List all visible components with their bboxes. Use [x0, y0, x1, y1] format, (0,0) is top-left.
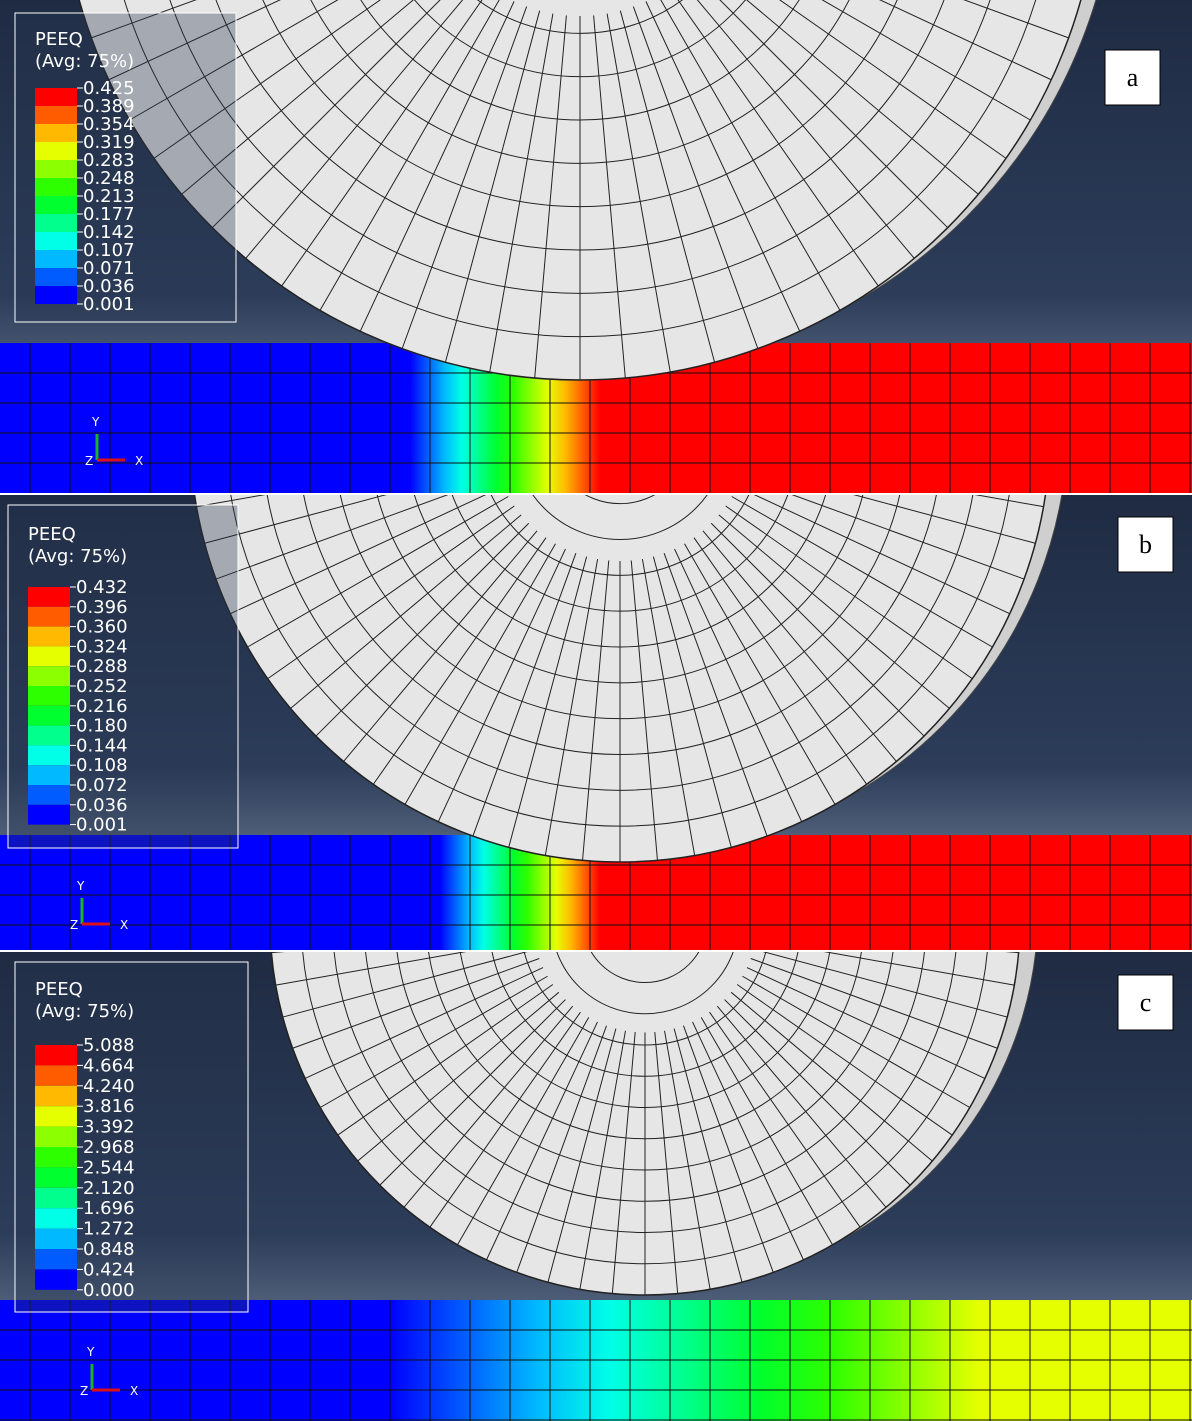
legend-value: 4.664: [83, 1055, 135, 1076]
panel-label: c: [1140, 988, 1152, 1017]
panel-gap: [0, 950, 1192, 952]
legend-swatch: [35, 160, 77, 178]
triad-label: X: [120, 918, 128, 932]
legend-swatch: [35, 1106, 77, 1126]
legend-swatch: [35, 232, 77, 250]
legend-swatch: [28, 785, 70, 805]
legend-swatch: [35, 1045, 77, 1065]
legend-value: 1.272: [83, 1219, 135, 1240]
legend-swatch: [35, 1167, 77, 1187]
legend-title: PEEQ: [35, 979, 83, 1000]
legend-swatch: [28, 607, 70, 627]
page: PEEQ(Avg: 75%)0.4250.3890.3540.3190.2830…: [0, 0, 1192, 1421]
legend-value: 3.392: [83, 1117, 135, 1138]
legend-value: 1.696: [83, 1198, 135, 1219]
legend-value: 2.120: [83, 1178, 135, 1199]
legend-swatch: [35, 286, 77, 304]
legend-swatch: [35, 1188, 77, 1208]
legend-swatch: [35, 196, 77, 214]
legend-swatch: [35, 178, 77, 196]
legend-swatch: [35, 1269, 77, 1289]
legend-value: 0.324: [76, 636, 128, 657]
legend-swatch: [28, 627, 70, 647]
panel-gap: [0, 493, 1192, 495]
legend-swatch: [35, 1147, 77, 1167]
legend-swatch: [35, 268, 77, 286]
legend-value: 2.544: [83, 1157, 135, 1178]
legend-swatch: [35, 106, 77, 124]
legend-value: 0.216: [76, 696, 128, 717]
triad-label: Y: [91, 415, 100, 429]
legend-value: 5.088: [83, 1035, 135, 1056]
legend-swatch: [28, 706, 70, 726]
legend-swatch: [35, 1127, 77, 1147]
legend-swatch: [35, 88, 77, 106]
triad-label: X: [135, 454, 143, 468]
legend-value: 0.000: [83, 1280, 135, 1301]
legend-value: 3.816: [83, 1096, 135, 1117]
legend-swatch: [35, 1086, 77, 1106]
legend-subtitle: (Avg: 75%): [28, 546, 127, 567]
legend-swatch: [28, 765, 70, 785]
legend-value: 0.001: [83, 294, 135, 315]
panel-label: a: [1127, 63, 1139, 92]
legend-value: 0.252: [76, 676, 128, 697]
legend-value: 0.108: [76, 755, 128, 776]
legend-value: 0.144: [76, 735, 128, 756]
legend-value: 0.036: [76, 795, 128, 816]
legend-swatch: [35, 214, 77, 232]
legend-value: 0.180: [76, 716, 128, 737]
triad-label: Z: [85, 454, 93, 468]
legend-swatch: [28, 646, 70, 666]
legend-swatch: [28, 805, 70, 825]
legend-swatch: [35, 1249, 77, 1269]
legend-value: 0.288: [76, 656, 128, 677]
triad-label: Y: [86, 1345, 95, 1359]
legend-subtitle: (Avg: 75%): [35, 51, 134, 72]
legend-swatch: [35, 1065, 77, 1085]
legend-subtitle: (Avg: 75%): [35, 1001, 134, 1022]
legend-swatch: [28, 587, 70, 607]
legend-value: 0.432: [76, 577, 128, 598]
legend-swatch: [35, 124, 77, 142]
triad-label: Z: [80, 1384, 88, 1398]
legend-swatch: [28, 686, 70, 706]
legend-value: 0.424: [83, 1259, 135, 1280]
figure: PEEQ(Avg: 75%)0.4250.3890.3540.3190.2830…: [0, 0, 1192, 1421]
legend-value: 0.396: [76, 597, 128, 618]
legend-swatch: [28, 726, 70, 746]
legend-value: 0.001: [76, 815, 128, 836]
legend-title: PEEQ: [35, 29, 83, 50]
legend-title: PEEQ: [28, 524, 76, 545]
legend-swatch: [35, 1229, 77, 1249]
legend-swatch: [35, 142, 77, 160]
legend-swatch: [35, 250, 77, 268]
legend-swatch: [35, 1208, 77, 1228]
panel-label: b: [1139, 530, 1152, 559]
legend-swatch: [28, 666, 70, 686]
triad-label: X: [130, 1384, 138, 1398]
legend-swatch: [28, 745, 70, 765]
legend-value: 0.360: [76, 617, 128, 638]
legend-value: 0.848: [83, 1239, 135, 1260]
legend-value: 2.968: [83, 1137, 135, 1158]
triad-label: Z: [70, 918, 78, 932]
triad-label: Y: [76, 879, 85, 893]
legend-value: 4.240: [83, 1076, 135, 1097]
legend-value: 0.072: [76, 775, 128, 796]
